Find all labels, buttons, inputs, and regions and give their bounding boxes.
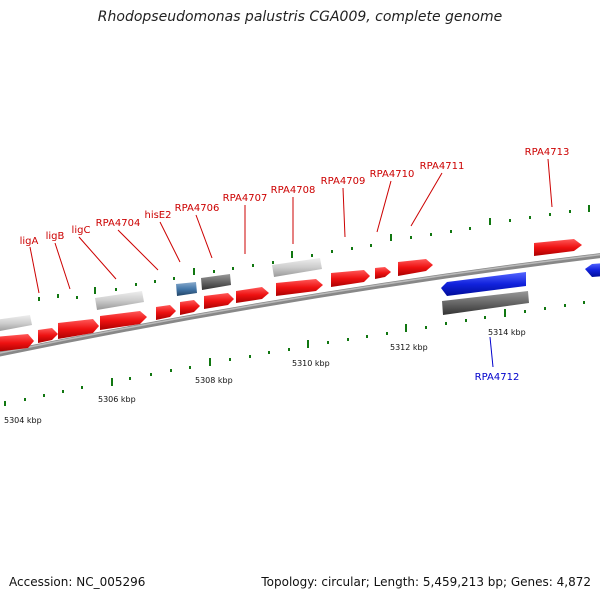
genome-backbone [0,253,600,357]
label-leaders-forward [29,158,553,294]
gene-label[interactable]: RPA4709 [321,176,366,187]
scale-label: 5314 kbp [488,328,526,337]
genome-backbone-highlight [0,253,600,354]
gene-label[interactable]: ligA [20,236,39,247]
rna-gene[interactable] [95,291,144,310]
footer-summary: Topology: circular; Length: 5,459,213 bp… [261,575,591,589]
footer-accession: Accession: NC_005296 [9,575,146,589]
forward-rna-row [0,258,322,332]
gene-label[interactable]: RPA4704 [96,218,141,229]
pseudogene[interactable] [442,291,529,315]
gene-arrow[interactable] [0,334,34,352]
page-title: Rhodopseudomonas palustris CGA009, compl… [97,9,503,25]
gene-arrow[interactable] [276,279,323,296]
gene-label[interactable]: RPA4708 [271,185,316,196]
gene-arrow[interactable] [375,267,391,279]
rna-gene[interactable] [272,258,322,277]
rna-gene[interactable] [0,315,32,332]
gene-label[interactable]: RPA4707 [223,193,268,204]
scale-label: 5308 kbp [195,376,233,385]
reverse-gene-row [441,263,600,315]
forward-gene-row [0,239,582,352]
gene-label[interactable]: ligC [72,225,91,236]
gene-arrow[interactable] [180,300,200,315]
other-gene[interactable] [176,282,197,296]
scale-label: 5310 kbp [292,359,330,368]
gene-label[interactable]: RPA4711 [420,161,465,172]
gene-arrow[interactable] [58,319,99,339]
outer-tick-row [38,205,590,301]
pseudogene[interactable] [201,274,231,290]
gene-arrow[interactable] [331,270,370,287]
gene-arrow[interactable] [236,287,269,303]
label-leader-reverse [489,336,494,368]
gene-arrow[interactable] [100,311,147,330]
scale-label: 5304 kbp [4,416,42,425]
scale-label: 5306 kbp [98,395,136,404]
gene-arrow[interactable] [398,259,433,276]
gene-label[interactable]: RPA4710 [370,169,415,180]
gene-arrow[interactable] [441,272,526,296]
scale-label: 5312 kbp [390,343,428,352]
gene-label[interactable]: ligB [46,231,65,242]
gene-arrow[interactable] [38,328,58,343]
gene-arrow[interactable] [156,305,176,320]
gene-arrow[interactable] [534,239,582,256]
gene-label[interactable]: hisE2 [144,210,171,221]
gene-label[interactable]: RPA4713 [525,147,570,158]
scale-tick-row [4,301,585,406]
gene-label[interactable]: RPA4712 [475,372,520,383]
gene-label[interactable]: RPA4706 [175,203,220,214]
gene-arrow[interactable] [585,263,600,277]
gene-arrow[interactable] [204,293,234,309]
